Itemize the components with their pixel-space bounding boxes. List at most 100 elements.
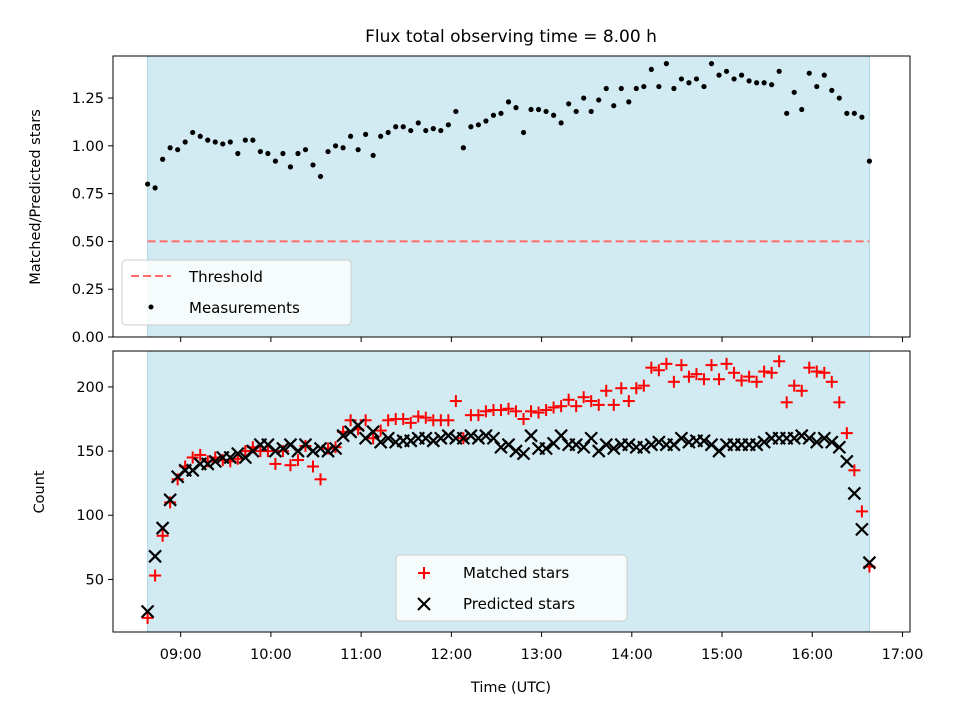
matched-star-point — [637, 379, 650, 392]
bottom-y-axis-label: Count — [32, 470, 48, 513]
matched-star-point — [803, 361, 816, 374]
measurement-point — [633, 85, 639, 92]
measurement-point — [310, 162, 316, 168]
measurement-point — [197, 133, 203, 139]
measurement-point — [791, 89, 797, 95]
count-points — [140, 355, 877, 624]
measurement-point — [558, 120, 564, 126]
matched-star-point — [479, 405, 492, 418]
matched-star-point — [645, 361, 658, 374]
top-ytick-label: 0.50 — [72, 234, 104, 250]
measurement-point — [573, 108, 579, 115]
matched-star-point — [570, 400, 583, 413]
predicted-star-point — [231, 446, 245, 461]
predicted-star-point — [403, 434, 418, 448]
bottom-ytick-label: 100 — [76, 508, 104, 524]
measurement-point — [144, 181, 151, 187]
measurement-point — [295, 150, 301, 157]
predicted-star-point — [426, 434, 441, 448]
predicted-star-point — [584, 431, 598, 446]
top-ytick-label: 1.25 — [72, 91, 104, 107]
matched-star-point — [810, 365, 823, 378]
x-axis-label: Time (UTC) — [470, 680, 551, 696]
measurement-point — [626, 99, 632, 105]
bottom-x-ticks: 09:00 10:00 11:00 12:00 13:00 14:00 15:00 16:00… — [160, 632, 923, 663]
matched-star-point — [510, 405, 523, 418]
matched-star-point — [630, 382, 643, 395]
matched-star-point — [833, 396, 846, 409]
top-x-ticks — [180, 337, 903, 342]
measurement-point — [167, 145, 173, 151]
measurement-point — [821, 72, 827, 78]
measurement-point — [859, 114, 865, 120]
matched-star-point — [615, 382, 628, 395]
top-y-ticks: 0.00 0.25 0.50 0.75 1.00 1.25 — [72, 91, 113, 346]
measurement-point — [701, 83, 707, 90]
measurement-point — [332, 143, 339, 149]
measurement-point — [182, 139, 188, 145]
measurement-point — [528, 106, 534, 113]
matched-star-point — [502, 402, 515, 415]
matched-star-point — [735, 374, 748, 387]
top-legend-box — [121, 259, 352, 326]
measurement-point — [618, 85, 624, 92]
xtick-label: 09:00 — [160, 647, 202, 663]
predicted-star-point — [817, 431, 832, 446]
measurement-point — [716, 72, 722, 78]
measurement-point — [836, 95, 842, 101]
measurement-point — [220, 141, 226, 147]
matched-star-point — [825, 375, 838, 388]
top-axes-frame — [112, 55, 911, 338]
matched-star-point — [149, 569, 162, 582]
top-panel: 0.00 0.25 0.50 0.75 1.00 1.25 Flux total obse… — [28, 27, 911, 346]
predicted-star-point — [306, 444, 320, 458]
legend-predicted-label: Predicted stars — [463, 595, 575, 613]
measurement-point — [227, 139, 233, 145]
predicted-star-point — [381, 431, 395, 446]
matched-star-point — [758, 365, 771, 378]
predicted-star-point — [652, 435, 666, 449]
measurement-point — [708, 61, 715, 67]
measurement-point — [656, 83, 662, 90]
measurement-point — [242, 137, 248, 143]
matched-star-point — [547, 401, 560, 414]
predicted-star-point — [163, 493, 177, 507]
predicted-star-point — [524, 428, 538, 443]
matched-star-point — [690, 368, 703, 381]
matched-star-point — [818, 366, 831, 379]
measurement-point — [754, 80, 760, 86]
measurement-point — [731, 76, 737, 82]
bottom-legend-box — [395, 554, 628, 622]
measurement-point — [535, 106, 542, 113]
matched-star-point — [577, 391, 590, 404]
measurement-point — [776, 68, 782, 74]
bottom-ytick-label: 200 — [76, 380, 104, 396]
top-ytick-label: 1.00 — [72, 139, 104, 155]
predicted-star-point — [328, 441, 343, 456]
matched-star-point — [419, 411, 432, 424]
measurement-point — [280, 150, 286, 157]
xtick-label: 12:00 — [430, 647, 472, 663]
matched-star-point — [404, 416, 417, 429]
measurement-point — [851, 110, 857, 116]
matched-star-point — [607, 398, 620, 411]
predicted-star-point — [321, 444, 335, 458]
measurement-point — [799, 106, 805, 113]
predicted-star-point — [825, 435, 839, 449]
predicted-star-point — [140, 604, 155, 619]
measurement-point — [738, 72, 745, 78]
measurement-point — [265, 150, 271, 157]
matched-star-point — [555, 400, 568, 413]
measurement-point — [415, 120, 421, 126]
matched-star-point — [780, 396, 793, 409]
predicted-star-point — [539, 441, 553, 456]
matched-star-point — [397, 413, 410, 426]
measurement-point — [175, 147, 181, 153]
matched-star-point — [517, 413, 530, 426]
bottom-legend: Matched stars Predicted stars — [395, 554, 628, 622]
predicted-star-point — [464, 428, 478, 443]
measurement-point — [769, 82, 775, 88]
measurement-point — [235, 150, 241, 157]
measurement-point — [498, 110, 504, 116]
matched-star-point — [795, 384, 808, 397]
